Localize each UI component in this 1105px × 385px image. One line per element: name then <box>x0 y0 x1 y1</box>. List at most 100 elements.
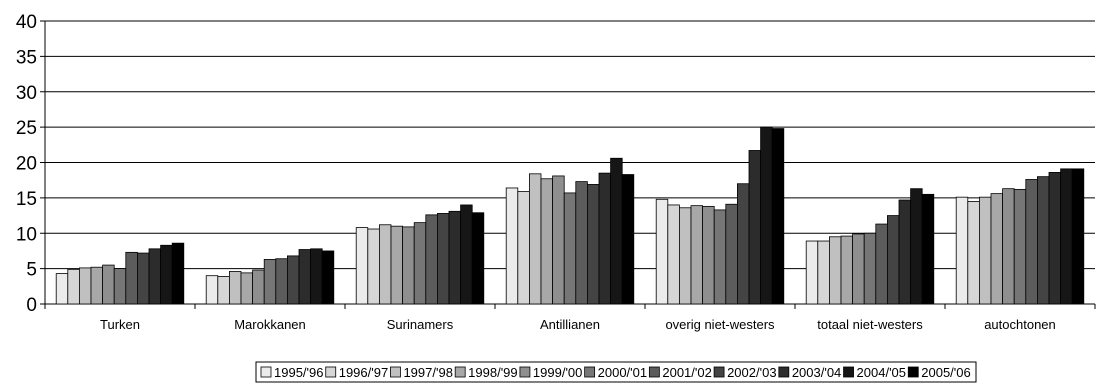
bar <box>610 157 623 305</box>
y-tick-label: 5 <box>26 260 37 281</box>
bar <box>1025 179 1038 305</box>
bar <box>171 242 185 305</box>
legend-label: 1997/'98 <box>403 365 452 380</box>
legend-swatch <box>390 366 401 378</box>
bar <box>355 227 369 305</box>
bar <box>1048 172 1062 305</box>
bar <box>840 235 854 305</box>
legend-swatch <box>843 366 854 378</box>
bar <box>760 126 773 305</box>
bar <box>1060 168 1073 305</box>
bar <box>1002 188 1015 305</box>
bar <box>955 196 969 305</box>
y-axis: 0 5 10 15 20 25 30 35 40 <box>16 12 46 316</box>
legend-label: 2005/'06 <box>921 365 970 380</box>
bar <box>805 240 819 305</box>
bar <box>910 188 923 305</box>
x-tick-label: autochtonen <box>984 317 1056 332</box>
bar <box>252 269 265 305</box>
bar <box>102 264 115 305</box>
legend-swatch <box>778 366 790 378</box>
x-tick-label: Marokkanen <box>234 317 306 332</box>
bar <box>460 204 473 305</box>
bar <box>748 150 762 305</box>
bar <box>263 259 277 305</box>
bar <box>667 204 680 305</box>
legend-label: 2002/'03 <box>727 365 776 380</box>
bar <box>529 173 542 305</box>
bar <box>887 215 900 305</box>
x-tick-label: Antillianen <box>540 317 600 332</box>
bar <box>737 183 750 305</box>
legend-swatch <box>325 366 337 378</box>
bar <box>540 178 554 305</box>
bar <box>125 251 138 305</box>
bar <box>517 191 530 305</box>
legend-swatch <box>907 366 919 378</box>
bar <box>655 198 669 305</box>
bar <box>598 172 612 305</box>
bar <box>310 248 323 305</box>
x-tick-label: totaal niet-westers <box>817 317 923 332</box>
bar <box>725 203 738 305</box>
bar <box>967 201 980 305</box>
bar <box>1037 176 1050 305</box>
y-tick-label: 25 <box>16 118 37 139</box>
bar <box>863 232 877 305</box>
bar <box>79 267 92 305</box>
bar <box>113 268 127 305</box>
bar <box>979 196 992 305</box>
bar <box>205 275 219 305</box>
bar <box>552 175 565 305</box>
x-tick-label: Turken <box>100 317 140 332</box>
bar <box>829 236 842 305</box>
bars <box>55 126 1085 305</box>
bar <box>136 252 150 305</box>
bar <box>817 240 830 305</box>
bar <box>413 222 427 305</box>
bar <box>90 266 104 305</box>
bar <box>217 276 230 305</box>
legend-swatch <box>713 366 725 378</box>
bar <box>921 193 935 305</box>
bar <box>587 184 600 305</box>
bar <box>228 271 242 305</box>
bar <box>621 174 635 305</box>
bar <box>679 207 692 305</box>
bar <box>1013 188 1027 305</box>
bar <box>425 214 438 305</box>
x-tick-label: overig niet-westers <box>665 317 775 332</box>
legend-label: 2001/'02 <box>662 365 711 380</box>
bar <box>378 224 392 305</box>
bar <box>298 249 312 305</box>
legend-swatch <box>584 366 596 378</box>
legend-label: 2003/'04 <box>792 365 841 380</box>
bar <box>148 248 162 305</box>
legend-box <box>255 361 977 383</box>
bar <box>67 268 80 305</box>
bar <box>55 273 69 305</box>
x-axis: Turken Marokkanen Surinamers Antillianen ove… <box>44 303 1096 332</box>
bar <box>240 272 254 305</box>
bar <box>471 212 485 305</box>
y-tick-label: 15 <box>16 189 37 210</box>
bar <box>771 128 785 305</box>
legend-swatch <box>519 366 531 378</box>
bar <box>702 205 715 305</box>
y-tick-label: 40 <box>16 12 37 33</box>
bar <box>436 213 450 305</box>
legend-label: 1998/'99 <box>468 365 517 380</box>
y-tick-label: 20 <box>16 154 37 175</box>
bar <box>505 187 519 305</box>
bar <box>321 250 335 305</box>
bar <box>575 181 588 305</box>
bar <box>852 233 865 305</box>
legend-label: 1996/'97 <box>339 365 388 380</box>
bar <box>898 199 912 305</box>
bar <box>390 225 404 305</box>
bar <box>275 258 288 305</box>
legend-label: 1995/'96 <box>274 365 323 380</box>
bar <box>1071 168 1085 305</box>
y-tick-label: 35 <box>16 47 37 68</box>
